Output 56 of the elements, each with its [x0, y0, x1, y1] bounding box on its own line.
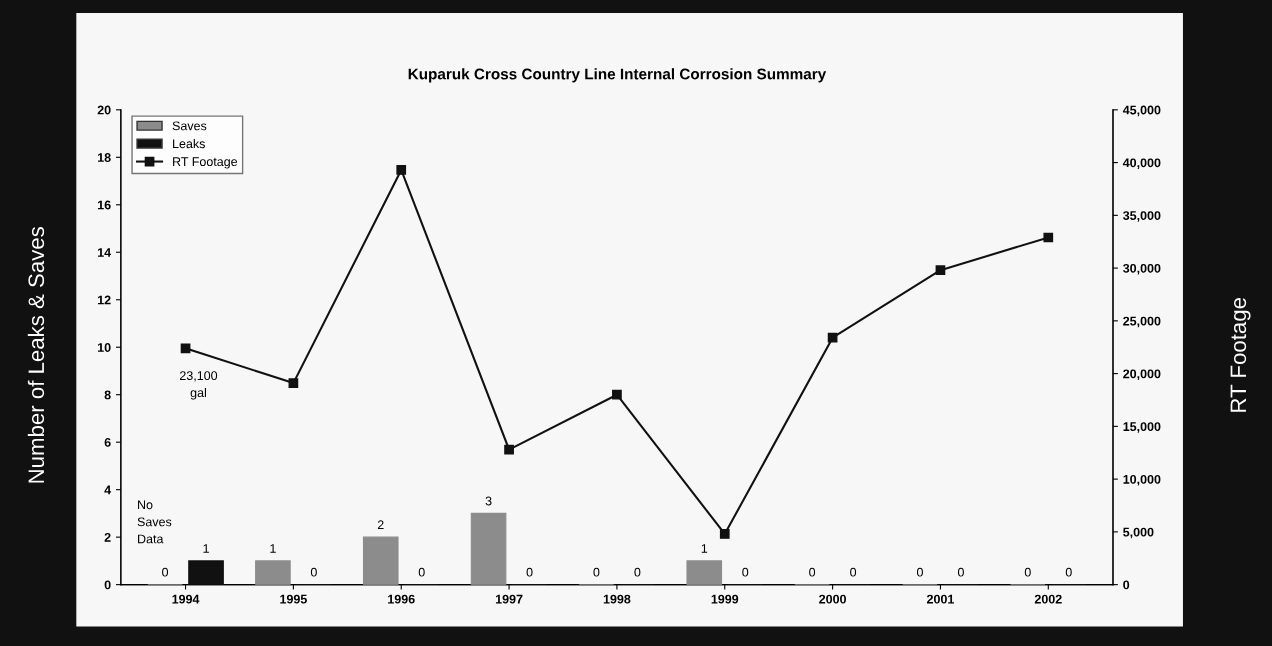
x-tick-label: 1996	[388, 594, 415, 604]
data-label: 2	[377, 520, 384, 529]
y-tick-label: 8	[104, 390, 111, 400]
data-label: 0	[916, 567, 923, 577]
y-tick-label: 12	[98, 295, 111, 305]
y2-tick-label: 40,000	[1122, 158, 1161, 170]
data-label: 0	[809, 567, 816, 577]
legend-label: Saves	[172, 121, 207, 131]
y2-tick-label: 25,000	[1123, 316, 1161, 328]
y2-tick-label: 35,000	[1123, 211, 1161, 222]
x-tick-label: 1995	[280, 594, 307, 604]
y-tick-label: 16	[98, 200, 111, 210]
data-label: 1	[203, 544, 209, 553]
data-label: 0	[310, 567, 317, 577]
data-label: 0	[634, 567, 641, 577]
x-tick-label: 1998	[603, 594, 631, 604]
y-tick-label: 10	[98, 343, 111, 352]
y-tick-label: 2	[104, 532, 111, 542]
data-label: 0	[957, 567, 964, 577]
legend-label: RT Footage	[173, 157, 238, 169]
data-label: 0	[418, 567, 425, 577]
x-tick-label: 1999	[711, 594, 739, 604]
y2-tick-label: 5,000	[1123, 527, 1154, 539]
y2-tick-label: 30,000	[1123, 263, 1161, 275]
data-label: 0	[1024, 567, 1031, 577]
x-tick-label: 2001	[926, 594, 955, 604]
data-label: 3	[485, 496, 492, 506]
x-tick-label: 2002	[1034, 594, 1062, 604]
y-tick-label: 0	[104, 580, 111, 590]
y2-tick-label: 0	[1123, 580, 1130, 590]
data-label: 0	[162, 567, 169, 577]
chart-title: Kuparuk Cross Country Line Internal Corrosion Summary	[408, 68, 827, 83]
y-tick-label: 4	[104, 485, 112, 495]
data-label: 0	[526, 567, 533, 577]
x-tick-label: 2000	[819, 594, 846, 604]
y-axis-title: Number of Leaks & Saves	[27, 227, 45, 483]
y2-tick-label: 15,000	[1123, 422, 1161, 433]
data-label: 1	[270, 544, 276, 553]
legend-label: Leaks	[173, 138, 205, 149]
data-label: 0	[850, 567, 857, 577]
data-label: 1	[701, 544, 708, 553]
y-tick-label: 20	[97, 105, 111, 115]
annotation: No Saves Data	[137, 500, 172, 544]
data-label: 0	[742, 567, 749, 577]
y2-tick-label: 10,000	[1123, 474, 1161, 486]
x-tick-label: 1994	[172, 594, 200, 604]
x-tick-label: 1997	[495, 594, 523, 604]
annotation: 23,100 gal	[180, 371, 218, 400]
y-tick-label: 14	[98, 248, 112, 257]
y2-tick-label: 20,000	[1123, 369, 1161, 381]
data-label: 0	[1065, 567, 1072, 577]
data-label: 0	[593, 567, 600, 577]
y2-tick-label: 45,000	[1122, 105, 1161, 117]
y2-axis-title: RT Footage	[1230, 298, 1251, 412]
y-tick-label: 6	[104, 437, 111, 447]
y-tick-label: 18	[98, 153, 111, 162]
